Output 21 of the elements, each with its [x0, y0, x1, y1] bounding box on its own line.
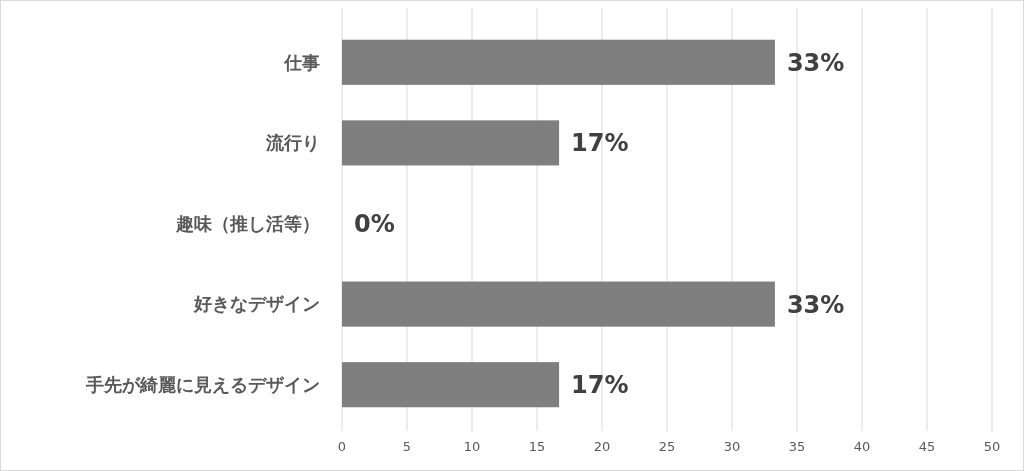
y-tick-label: 手先が綺麗に見えるデザイン: [85, 374, 320, 395]
x-tick-label: 15: [528, 439, 546, 454]
x-tick-label: 5: [402, 439, 412, 454]
x-tick-label: 45: [918, 439, 936, 454]
data-label: 17%: [571, 371, 629, 400]
x-tick-label: 35: [788, 439, 806, 454]
data-label: 0%: [354, 209, 395, 238]
x-tick-label: 0: [337, 439, 347, 454]
y-tick-label: 仕事: [283, 51, 320, 73]
x-tick-label: 40: [853, 439, 871, 454]
x-tick-label: 10: [463, 439, 481, 454]
x-tick-label: 50: [983, 439, 1001, 454]
data-label: 33%: [786, 290, 845, 319]
y-tick-label: 好きなデザイン: [193, 293, 320, 315]
y-tick-label: 流行り: [265, 132, 320, 154]
data-label: 33%: [786, 48, 845, 77]
x-tick-label: 20: [593, 439, 611, 454]
data-label: 17%: [571, 129, 629, 158]
y-tick-label: 趣味（推し活等）: [175, 212, 320, 234]
x-tick-label: 30: [723, 439, 741, 454]
x-tick-label: 25: [658, 439, 676, 454]
